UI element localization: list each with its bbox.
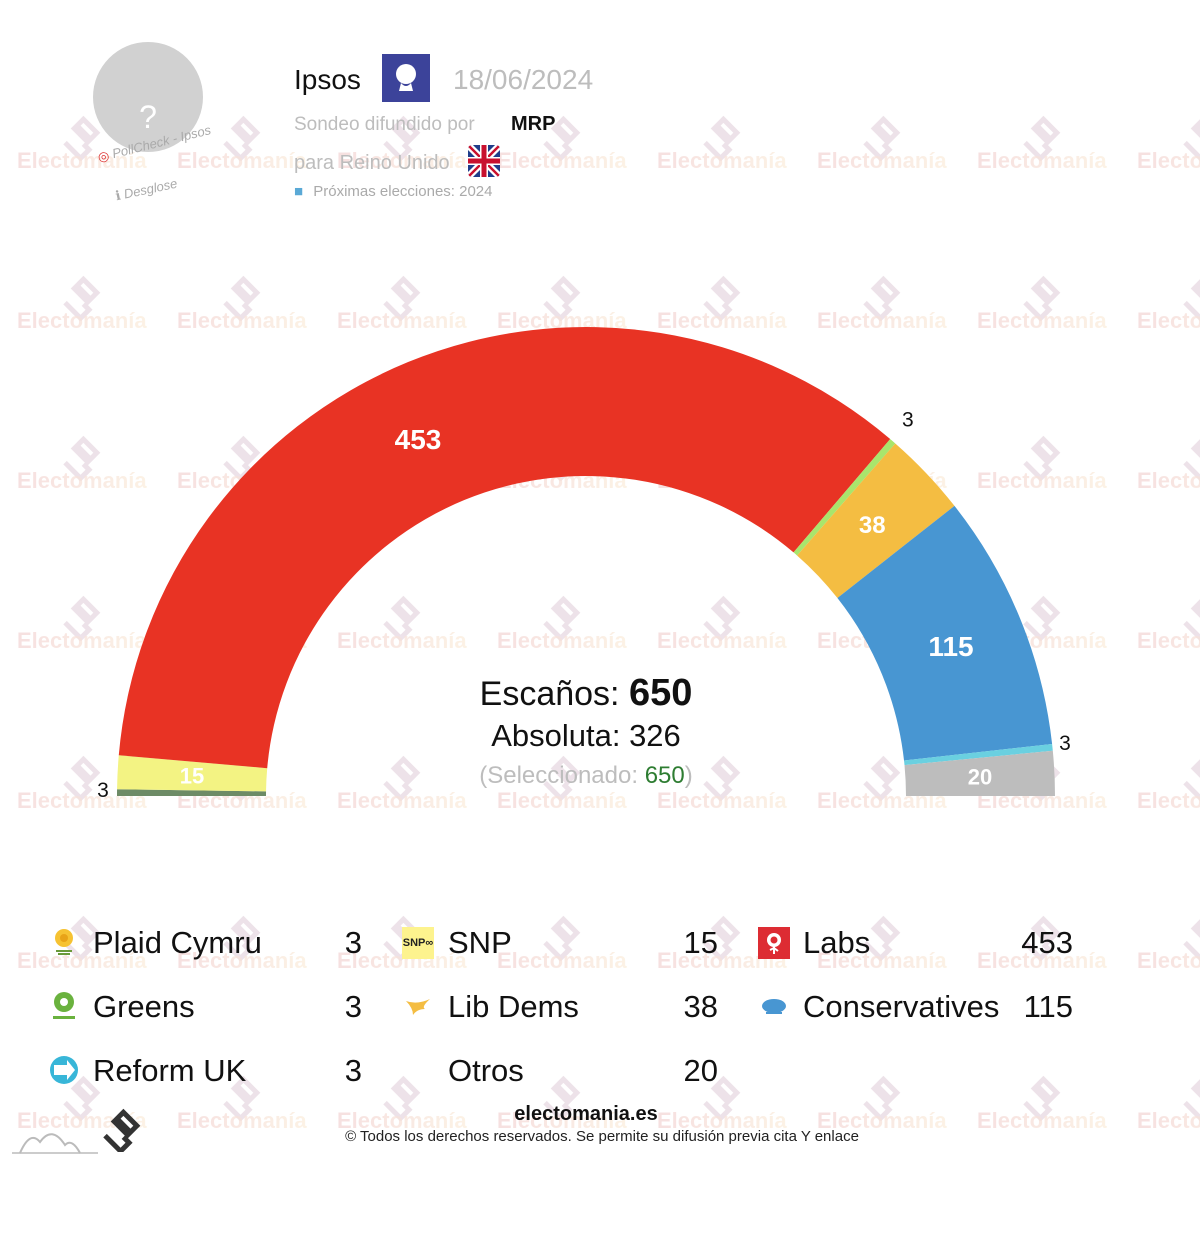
legend-label: Conservatives (803, 989, 1000, 1024)
legend-label: Lib Dems (448, 989, 579, 1024)
segment-value-label: 115 (928, 631, 973, 662)
ballot-box-icon: ■ (294, 183, 304, 200)
seat-segment-snp[interactable] (117, 755, 268, 792)
selected-label: (Seleccionado: (479, 762, 639, 789)
reform-uk-icon (48, 1054, 80, 1086)
segment-value-label: 15 (180, 764, 204, 789)
sondeo-label: Sondeo difundido por (294, 114, 475, 135)
seat-segment-reform[interactable] (904, 743, 1053, 766)
legend-label: Labs (803, 925, 871, 960)
legend-seats: 15 (683, 925, 718, 960)
legend-seats: 453 (1021, 925, 1073, 960)
seats-value: 650 (628, 672, 693, 714)
parliament-chart: 15 453 38 115 20 3 3 3 (97, 327, 1071, 802)
seat-segment-greens[interactable] (793, 439, 896, 556)
segment-value-label: 3 (1059, 732, 1071, 755)
selected-value: 650 (644, 762, 685, 789)
ipsos-logo-icon (382, 54, 430, 102)
seat-segment-labs[interactable] (118, 327, 891, 769)
segment-value-label: 453 (395, 424, 442, 455)
seat-segment-libdems[interactable] (797, 443, 955, 599)
seat-segment-otros[interactable] (904, 750, 1055, 796)
country-label: para Reino Unido (294, 152, 450, 174)
legend-seats: 20 (683, 1053, 718, 1088)
legend-seats: 115 (1023, 989, 1073, 1024)
footer-site[interactable]: electomania.es (514, 1103, 658, 1125)
seats-label: Escaños: (479, 675, 620, 713)
legend-label: Otros (448, 1053, 524, 1088)
avatar-placeholder: ? (139, 98, 157, 135)
pollster-name: Ipsos (294, 64, 361, 95)
majority-label: Absoluta: 326 (491, 718, 681, 753)
footer-copyright: © Todos los derechos reservados. Se perm… (345, 1128, 859, 1145)
selected-seats: (Seleccionado: 650) (386, 762, 786, 790)
segment-value-label: 3 (97, 779, 109, 802)
labour-rose-icon (758, 927, 790, 959)
next-elections-label: Próximas elecciones: 2024 (313, 183, 493, 200)
pollster-avatar: ? (93, 42, 203, 152)
seats-total: Escaños: 650 (386, 672, 786, 715)
selected-close: ) (684, 762, 693, 789)
segment-value-label: 20 (968, 765, 992, 790)
green-party-icon (48, 990, 80, 1022)
electomania-logo-icon (100, 1108, 144, 1157)
media-name: MRP (511, 113, 556, 135)
legend-seats: 3 (344, 989, 362, 1024)
mountain-logo-icon (10, 1120, 100, 1160)
uk-flag-icon (468, 145, 500, 177)
conservative-tree-icon (758, 991, 790, 1023)
legend-label: SNP (448, 925, 512, 960)
snp-logo-icon: SNP∞ (402, 927, 434, 959)
segment-value-label: 3 (902, 409, 914, 432)
legend-label: Greens (93, 989, 195, 1024)
poll-date: 18/06/2024 (453, 64, 594, 95)
daffodil-icon (48, 926, 80, 958)
legend-label: Reform UK (93, 1053, 247, 1088)
lib-dems-bird-icon (402, 991, 434, 1023)
next-elections: ■ Próximas elecciones: 2024 (294, 183, 493, 200)
legend-seats: 3 (344, 1053, 362, 1088)
segment-value-label: 38 (859, 512, 886, 539)
legend-seats: 38 (683, 989, 718, 1024)
legend-seats: 3 (344, 925, 362, 960)
legend-label: Plaid Cymru (93, 925, 262, 960)
seat-segment-cons[interactable] (837, 505, 1053, 761)
seat-segment-plaid[interactable] (117, 789, 267, 796)
